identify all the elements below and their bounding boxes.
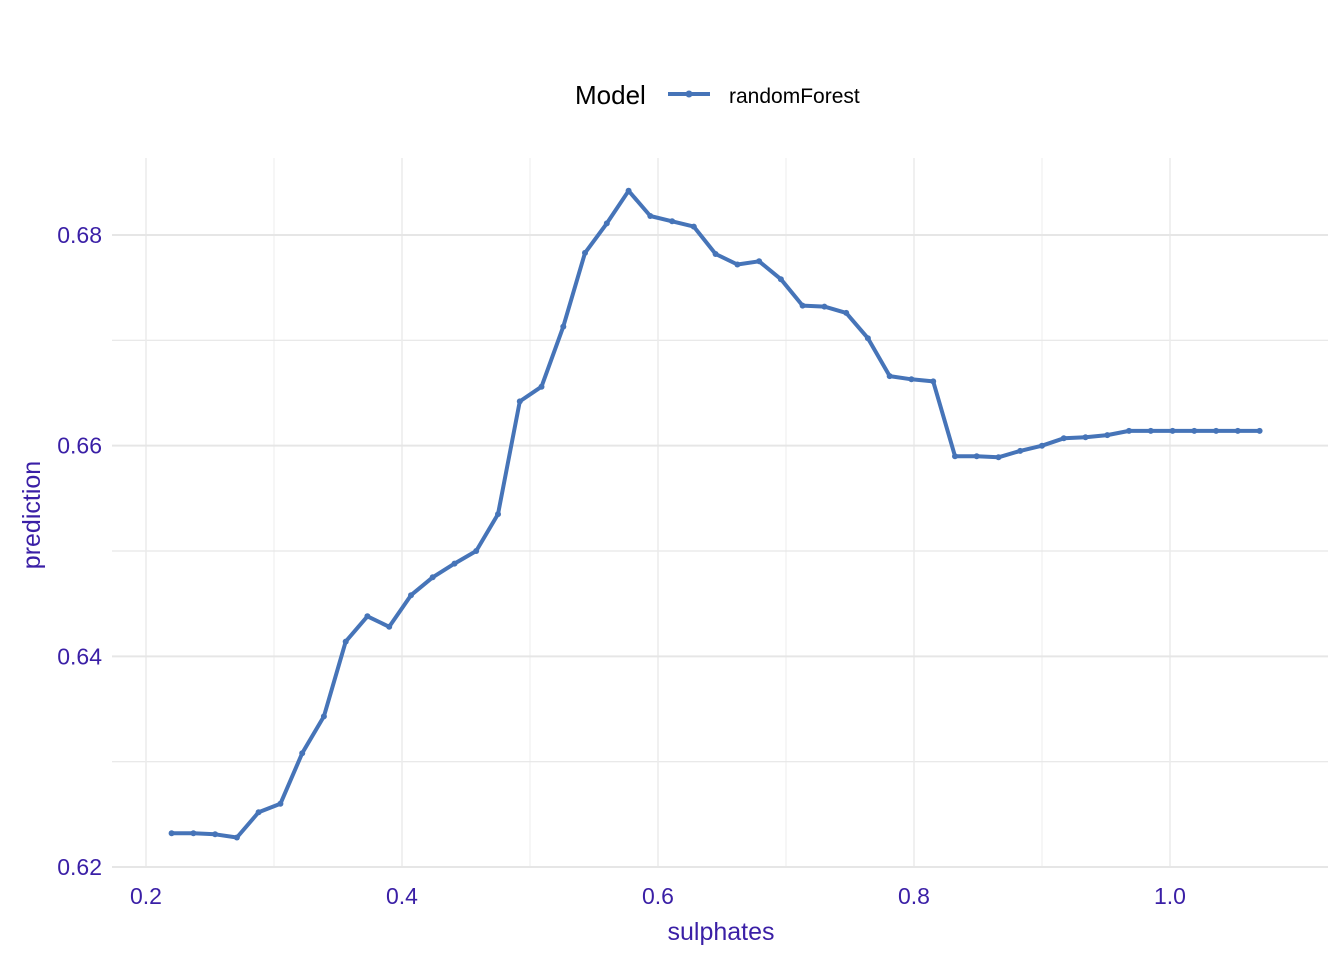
- data-point: [538, 383, 545, 390]
- data-point: [582, 249, 588, 256]
- y-tick-label: 0.64: [57, 643, 102, 669]
- data-point: [756, 258, 763, 265]
- data-point: [1213, 427, 1220, 434]
- data-point: [625, 187, 632, 194]
- data-point: [516, 398, 523, 405]
- data-point: [1169, 427, 1176, 434]
- data-point: [495, 511, 501, 518]
- y-tick-label: 0.66: [57, 433, 102, 459]
- data-point: [277, 800, 284, 807]
- data-point: [320, 713, 327, 720]
- data-point: [1082, 434, 1089, 441]
- data-point: [408, 592, 414, 599]
- data-point: [1017, 447, 1024, 454]
- x-tick-label: 0.6: [642, 883, 674, 909]
- legend-key-randomforest: [668, 90, 710, 98]
- data-point: [886, 373, 893, 380]
- data-point: [233, 834, 240, 841]
- data-point: [777, 276, 784, 283]
- x-tick-label: 1.0: [1154, 883, 1186, 909]
- data-point: [255, 809, 262, 816]
- data-point: [1234, 427, 1241, 434]
- data-point: [473, 548, 480, 554]
- data-point: [1256, 427, 1263, 434]
- data-point: [821, 303, 828, 310]
- data-point: [299, 750, 306, 757]
- data-point: [168, 830, 175, 837]
- data-point: [342, 638, 349, 645]
- data-point: [690, 223, 697, 230]
- y-axis-ticks: 0.62 0.64 0.66 0.68: [57, 222, 102, 880]
- y-axis-title: prediction: [18, 461, 46, 569]
- data-point: [952, 453, 958, 460]
- x-tick-label: 0.4: [386, 883, 418, 909]
- legend-key-point: [685, 90, 693, 98]
- data-point: [1191, 427, 1198, 434]
- data-point: [386, 623, 393, 630]
- series-line-randomforest: [169, 188, 1262, 840]
- data-point: [1039, 442, 1045, 449]
- legend-title: Model: [575, 80, 646, 110]
- data-point: [908, 376, 915, 383]
- data-point: [712, 251, 719, 257]
- x-tick-label: 0.8: [898, 883, 930, 909]
- data-point: [1060, 435, 1067, 442]
- legend: Model randomForest: [575, 80, 860, 110]
- data-point: [973, 453, 980, 460]
- data-point: [843, 309, 850, 316]
- x-tick-label: 0.2: [130, 883, 162, 909]
- data-point: [669, 218, 676, 225]
- y-tick-label: 0.62: [57, 854, 102, 880]
- data-point: [190, 830, 197, 837]
- data-point: [1126, 427, 1132, 434]
- data-point: [212, 831, 219, 838]
- x-axis-title: sulphates: [667, 918, 774, 946]
- data-point: [429, 574, 436, 581]
- y-tick-label: 0.68: [57, 222, 102, 248]
- data-point: [451, 560, 458, 567]
- series-layer: [168, 187, 1263, 841]
- data-point: [560, 323, 567, 330]
- data-point: [864, 335, 871, 342]
- data-point: [364, 613, 371, 620]
- data-point: [647, 213, 654, 219]
- grid: [112, 158, 1328, 868]
- data-point: [1147, 427, 1154, 434]
- data-point: [995, 454, 1002, 461]
- x-axis-ticks: 0.2 0.4 0.6 0.8 1.0: [130, 883, 1186, 909]
- data-point: [1104, 432, 1111, 439]
- data-point: [799, 302, 806, 309]
- legend-label: randomForest: [729, 85, 860, 108]
- data-point: [603, 220, 610, 227]
- data-point: [930, 378, 937, 385]
- data-point: [734, 261, 741, 268]
